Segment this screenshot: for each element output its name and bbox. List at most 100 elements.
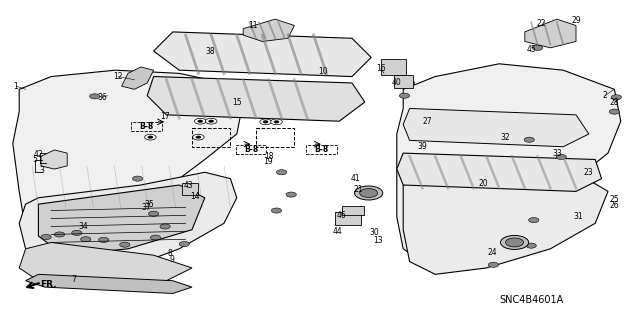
- Text: 14: 14: [190, 192, 200, 201]
- Polygon shape: [26, 274, 192, 293]
- Text: 25: 25: [609, 195, 620, 204]
- Text: 2: 2: [602, 91, 607, 100]
- Text: 33: 33: [552, 149, 562, 158]
- Text: 46: 46: [337, 211, 347, 220]
- Circle shape: [524, 137, 534, 142]
- Text: 5: 5: [33, 155, 38, 164]
- Polygon shape: [19, 172, 237, 274]
- Text: 7: 7: [71, 275, 76, 284]
- Circle shape: [195, 118, 206, 124]
- Text: 28: 28: [610, 98, 619, 107]
- Circle shape: [198, 120, 203, 122]
- Circle shape: [99, 237, 109, 242]
- Bar: [381, 59, 406, 75]
- Text: 35: 35: [144, 200, 154, 209]
- Circle shape: [276, 170, 287, 175]
- Polygon shape: [19, 242, 192, 287]
- Text: 27: 27: [422, 117, 433, 126]
- Circle shape: [360, 189, 378, 197]
- Polygon shape: [147, 77, 365, 121]
- Circle shape: [54, 232, 65, 237]
- Text: 13: 13: [372, 236, 383, 245]
- Circle shape: [529, 218, 539, 223]
- Circle shape: [205, 118, 217, 124]
- Text: 45: 45: [526, 45, 536, 54]
- Text: SNC4B4601A: SNC4B4601A: [499, 295, 563, 305]
- Circle shape: [160, 224, 170, 229]
- Polygon shape: [243, 19, 294, 41]
- Circle shape: [609, 109, 620, 114]
- Text: 10: 10: [318, 67, 328, 76]
- Polygon shape: [154, 32, 371, 77]
- Polygon shape: [397, 64, 621, 262]
- Bar: [131, 122, 162, 131]
- Circle shape: [148, 136, 153, 138]
- Circle shape: [90, 94, 100, 99]
- Text: 21: 21: [354, 185, 363, 194]
- Polygon shape: [41, 150, 67, 169]
- Text: B-8: B-8: [140, 122, 154, 131]
- Bar: [306, 145, 337, 154]
- Circle shape: [488, 262, 499, 267]
- Polygon shape: [525, 19, 576, 48]
- Circle shape: [286, 192, 296, 197]
- Text: 38: 38: [205, 47, 215, 56]
- Text: B-8: B-8: [314, 145, 328, 154]
- Circle shape: [399, 93, 410, 98]
- Circle shape: [500, 235, 529, 249]
- Circle shape: [611, 95, 621, 100]
- Text: 1: 1: [13, 82, 19, 91]
- Text: 36: 36: [97, 93, 108, 102]
- Text: 8: 8: [167, 249, 172, 258]
- Circle shape: [150, 235, 161, 240]
- Text: 29: 29: [571, 16, 581, 25]
- Circle shape: [148, 211, 159, 216]
- Text: 39: 39: [417, 142, 428, 151]
- Text: 44: 44: [333, 227, 343, 236]
- Circle shape: [132, 176, 143, 181]
- Circle shape: [274, 121, 279, 123]
- Polygon shape: [403, 166, 608, 274]
- Text: 24: 24: [488, 248, 498, 256]
- Circle shape: [196, 136, 201, 138]
- Circle shape: [506, 238, 524, 247]
- Text: 15: 15: [232, 98, 242, 107]
- Circle shape: [41, 234, 51, 240]
- Polygon shape: [403, 108, 589, 147]
- Text: 26: 26: [609, 201, 620, 210]
- Polygon shape: [397, 153, 602, 191]
- Circle shape: [556, 154, 566, 160]
- Bar: [236, 145, 266, 154]
- Circle shape: [404, 80, 415, 85]
- Text: 40: 40: [392, 78, 402, 87]
- Text: 31: 31: [573, 212, 583, 221]
- Circle shape: [271, 208, 282, 213]
- Text: 19: 19: [262, 157, 273, 166]
- Circle shape: [145, 134, 156, 140]
- Bar: [182, 183, 198, 195]
- Text: 9: 9: [169, 256, 174, 264]
- Bar: [342, 206, 364, 215]
- Polygon shape: [122, 67, 154, 89]
- Circle shape: [355, 186, 383, 200]
- Text: 32: 32: [500, 133, 511, 142]
- Text: 18: 18: [264, 152, 273, 161]
- Text: 41: 41: [350, 174, 360, 183]
- Polygon shape: [38, 185, 205, 255]
- Circle shape: [271, 119, 282, 125]
- Polygon shape: [13, 70, 243, 262]
- Circle shape: [263, 121, 268, 123]
- Circle shape: [179, 241, 189, 247]
- Circle shape: [526, 243, 536, 248]
- Circle shape: [209, 120, 214, 122]
- Text: B-8: B-8: [244, 145, 258, 154]
- Text: 22: 22: [536, 19, 545, 28]
- Text: 30: 30: [369, 228, 380, 237]
- Text: 23: 23: [584, 168, 594, 177]
- Circle shape: [532, 45, 543, 50]
- Text: 17: 17: [160, 112, 170, 121]
- Circle shape: [260, 119, 271, 125]
- Text: FR.: FR.: [40, 280, 56, 289]
- Text: 3: 3: [39, 166, 44, 175]
- Circle shape: [81, 237, 91, 242]
